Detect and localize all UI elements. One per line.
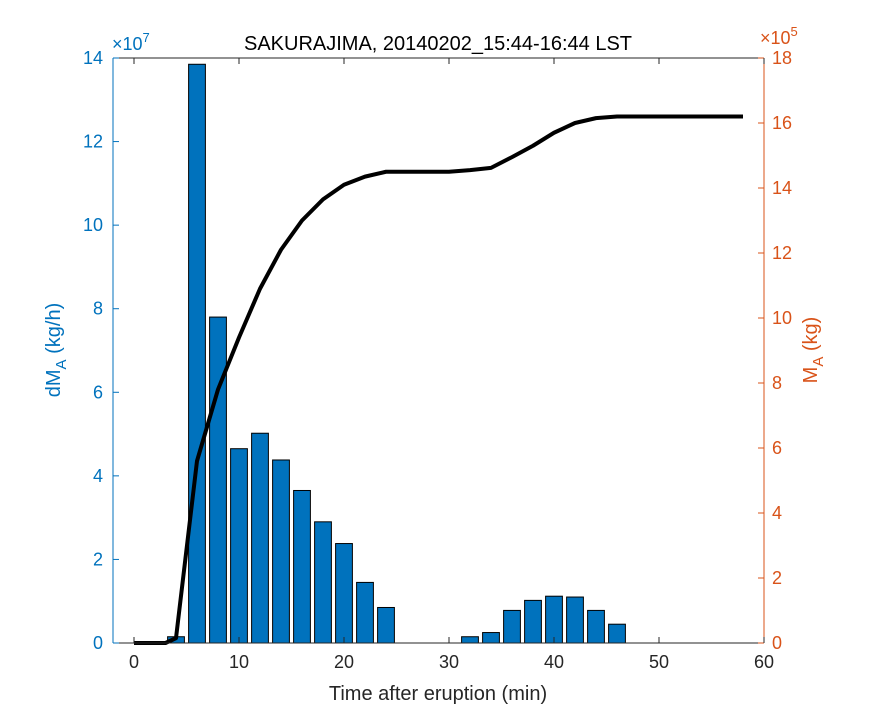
bar <box>293 489 311 644</box>
x-tick-label: 40 <box>544 652 564 672</box>
right-tick-label: 4 <box>772 503 782 523</box>
left-y-axis: 0 2 4 6 8 10 12 14 <box>83 48 119 653</box>
bar <box>356 581 374 644</box>
left-tick-label: 4 <box>93 466 103 486</box>
right-tick-label: 12 <box>772 243 792 263</box>
bar <box>335 543 353 644</box>
right-tick-label: 2 <box>772 568 782 588</box>
left-tick-label: 6 <box>93 382 103 402</box>
bar <box>566 596 584 644</box>
left-tick-label: 14 <box>83 48 103 68</box>
right-tick-label: 8 <box>772 373 782 393</box>
left-tick-label: 10 <box>83 215 103 235</box>
bar <box>545 595 563 644</box>
left-tick-label: 8 <box>93 299 103 319</box>
left-tick-label: 2 <box>93 549 103 569</box>
bar <box>188 63 206 644</box>
chart-title: SAKURAJIMA, 20140202_15:44-16:44 LST <box>244 33 632 55</box>
right-exponent: ×105 <box>760 24 798 48</box>
right-tick-label: 6 <box>772 438 782 458</box>
bar <box>461 636 479 644</box>
x-tick-label: 0 <box>129 652 139 672</box>
x-tick-label: 50 <box>649 652 669 672</box>
bar <box>503 609 521 644</box>
right-tick-label: 0 <box>772 633 782 653</box>
bar <box>608 623 626 644</box>
left-tick-label: 0 <box>93 633 103 653</box>
x-tick-label: 30 <box>439 652 459 672</box>
x-tick-label: 20 <box>334 652 354 672</box>
right-tick-label: 16 <box>772 113 792 133</box>
bar <box>230 448 248 644</box>
bar <box>482 632 500 644</box>
line-series <box>134 114 743 645</box>
x-axis: 0 10 20 30 40 50 60 <box>129 58 774 672</box>
bar <box>209 316 227 644</box>
right-tick-label: 10 <box>772 308 792 328</box>
bar <box>377 606 395 644</box>
bar <box>587 609 605 644</box>
left-exponent: ×107 <box>112 30 150 54</box>
right-tick-label: 18 <box>772 48 792 68</box>
x-tick-label: 10 <box>229 652 249 672</box>
left-y-axis-label: dMA (kg/h) <box>43 303 70 398</box>
x-axis-label: Time after eruption (min) <box>329 683 547 705</box>
right-tick-label: 14 <box>772 178 792 198</box>
bar <box>272 459 290 644</box>
right-y-axis-label: MA (kg) <box>800 317 827 384</box>
bar <box>251 432 269 644</box>
bar <box>524 599 542 644</box>
right-y-axis: 0 2 4 6 8 10 12 14 16 18 <box>758 48 792 653</box>
bar-series <box>167 63 626 644</box>
line-series-path <box>134 114 743 645</box>
x-tick-label: 60 <box>754 652 774 672</box>
left-tick-label: 12 <box>83 132 103 152</box>
bar <box>314 521 332 644</box>
